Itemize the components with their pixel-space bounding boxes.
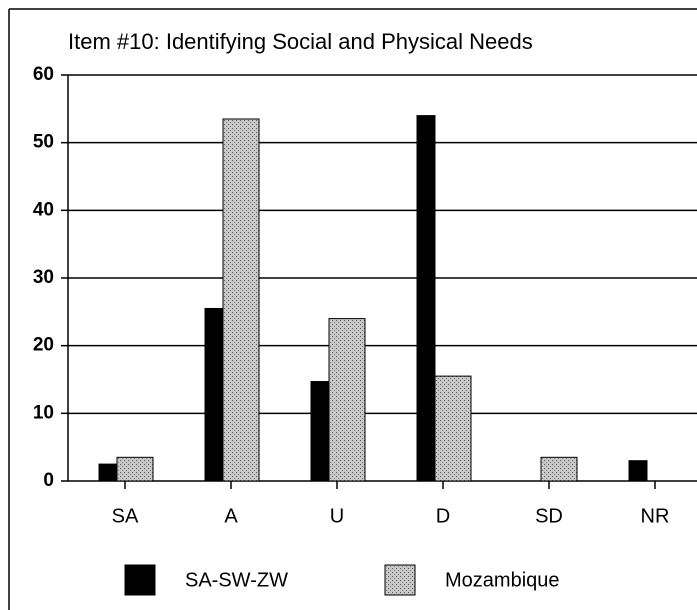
bar (540, 456, 578, 482)
y-tick-label: 20 (33, 335, 54, 356)
bar (328, 318, 366, 482)
bar (628, 460, 648, 482)
y-tick-label: 10 (33, 402, 54, 423)
chart-title: Item #10: Identifying Social and Physica… (68, 29, 533, 54)
bar (98, 463, 118, 482)
bar (416, 115, 436, 482)
legend-label: Mozambique (445, 569, 560, 591)
bar (222, 118, 260, 482)
legend-label: SA-SW-ZW (185, 569, 288, 591)
bar (204, 307, 224, 482)
y-tick-label: 60 (33, 64, 54, 85)
legend-swatch (384, 564, 416, 596)
y-tick-label: 30 (33, 267, 54, 288)
y-tick-label: 50 (33, 132, 54, 153)
y-tick-label: 0 (43, 470, 54, 491)
x-tick-label: SA (112, 505, 139, 527)
x-tick-label: U (330, 505, 344, 527)
x-tick-label: D (436, 505, 450, 527)
x-tick-label: A (224, 505, 238, 527)
bar (434, 375, 472, 482)
x-tick-label: SD (535, 505, 563, 527)
x-tick-label: NR (641, 505, 670, 527)
legend-swatch (124, 564, 156, 596)
y-tick-label: 40 (33, 199, 54, 220)
bar (310, 381, 330, 482)
bar (116, 456, 154, 482)
